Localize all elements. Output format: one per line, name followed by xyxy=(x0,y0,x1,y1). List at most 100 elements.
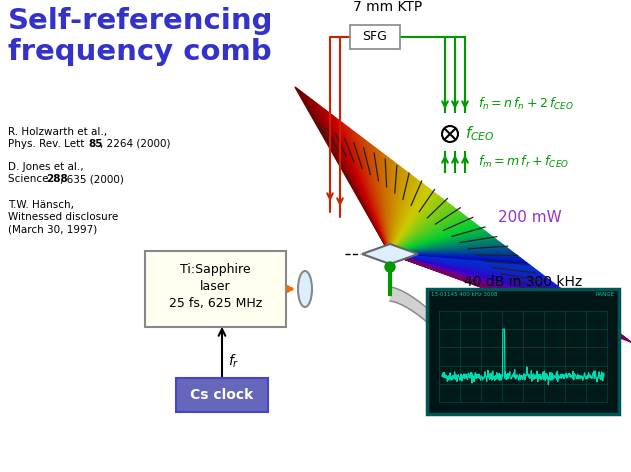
Polygon shape xyxy=(390,174,413,254)
Polygon shape xyxy=(390,254,520,258)
Polygon shape xyxy=(390,254,560,288)
Polygon shape xyxy=(390,254,604,321)
Polygon shape xyxy=(390,192,436,254)
Polygon shape xyxy=(312,100,390,254)
Polygon shape xyxy=(390,254,547,278)
Polygon shape xyxy=(390,254,567,294)
Polygon shape xyxy=(390,254,621,334)
Polygon shape xyxy=(390,222,476,254)
Polygon shape xyxy=(390,250,514,254)
Text: Witnessed disclosure: Witnessed disclosure xyxy=(8,212,118,222)
Polygon shape xyxy=(390,189,433,254)
Polygon shape xyxy=(390,254,584,306)
Polygon shape xyxy=(390,254,564,291)
Polygon shape xyxy=(390,245,507,254)
Polygon shape xyxy=(372,146,390,254)
Polygon shape xyxy=(390,254,570,296)
Polygon shape xyxy=(390,207,456,254)
Polygon shape xyxy=(390,254,624,337)
FancyBboxPatch shape xyxy=(439,311,607,402)
Text: 85: 85 xyxy=(88,139,102,149)
Polygon shape xyxy=(365,141,390,254)
Polygon shape xyxy=(352,130,390,254)
Polygon shape xyxy=(386,156,390,254)
Polygon shape xyxy=(390,204,453,254)
FancyBboxPatch shape xyxy=(427,289,619,414)
FancyBboxPatch shape xyxy=(145,251,286,327)
Text: $f_n = n\,f_n + 2\,f_{CEO}$: $f_n = n\,f_n + 2\,f_{CEO}$ xyxy=(478,96,574,112)
Polygon shape xyxy=(390,254,530,265)
Polygon shape xyxy=(390,254,557,286)
Text: SFG: SFG xyxy=(363,31,387,43)
Text: $f_r$: $f_r$ xyxy=(228,353,239,370)
Polygon shape xyxy=(390,254,598,317)
Polygon shape xyxy=(390,254,544,276)
Polygon shape xyxy=(355,133,390,254)
Text: Cs clock: Cs clock xyxy=(191,388,254,402)
Polygon shape xyxy=(390,186,430,254)
Text: 13-01145 400 kHz 3008: 13-01145 400 kHz 3008 xyxy=(431,292,497,297)
Polygon shape xyxy=(390,219,473,254)
Polygon shape xyxy=(379,151,390,254)
Polygon shape xyxy=(390,232,490,254)
Text: Science: Science xyxy=(8,174,52,184)
Polygon shape xyxy=(390,166,403,254)
Polygon shape xyxy=(369,143,390,254)
Polygon shape xyxy=(390,254,618,332)
Polygon shape xyxy=(339,120,390,254)
Polygon shape xyxy=(390,227,483,254)
Polygon shape xyxy=(390,194,439,254)
Polygon shape xyxy=(390,254,594,314)
Polygon shape xyxy=(390,254,524,261)
Polygon shape xyxy=(390,179,420,254)
FancyBboxPatch shape xyxy=(176,378,268,412)
Polygon shape xyxy=(390,254,591,312)
Polygon shape xyxy=(295,87,390,254)
Text: $f_{CEO}$: $f_{CEO}$ xyxy=(465,125,495,143)
Polygon shape xyxy=(390,217,469,254)
Polygon shape xyxy=(390,161,396,254)
Polygon shape xyxy=(390,214,466,254)
Polygon shape xyxy=(390,254,540,273)
Polygon shape xyxy=(390,169,406,254)
Polygon shape xyxy=(390,254,577,301)
Polygon shape xyxy=(390,163,399,254)
Polygon shape xyxy=(390,202,449,254)
Polygon shape xyxy=(332,115,390,254)
Polygon shape xyxy=(322,108,390,254)
Polygon shape xyxy=(390,199,446,254)
Polygon shape xyxy=(390,197,443,254)
Text: RANGE: RANGE xyxy=(596,292,615,297)
Polygon shape xyxy=(349,128,390,254)
Circle shape xyxy=(385,262,395,272)
Polygon shape xyxy=(382,153,390,254)
Polygon shape xyxy=(302,92,390,254)
Text: Phys. Rev. Lett: Phys. Rev. Lett xyxy=(8,139,88,149)
Polygon shape xyxy=(390,176,416,254)
Polygon shape xyxy=(390,210,459,254)
Polygon shape xyxy=(362,244,418,264)
Polygon shape xyxy=(298,90,390,254)
Polygon shape xyxy=(390,254,628,339)
Polygon shape xyxy=(345,125,390,254)
Polygon shape xyxy=(390,254,537,270)
FancyBboxPatch shape xyxy=(350,25,400,49)
Text: Ti:Sapphire
laser
25 fs, 625 MHz: Ti:Sapphire laser 25 fs, 625 MHz xyxy=(169,263,262,311)
Polygon shape xyxy=(390,237,497,254)
Polygon shape xyxy=(390,181,423,254)
Polygon shape xyxy=(390,253,517,255)
Text: , 2264 (2000): , 2264 (2000) xyxy=(100,139,170,149)
Polygon shape xyxy=(390,248,510,254)
Polygon shape xyxy=(305,95,390,254)
Text: $f_m = m\,f_r + f_{CEO}$: $f_m = m\,f_r + f_{CEO}$ xyxy=(478,154,569,170)
Polygon shape xyxy=(315,102,390,254)
Text: T.W. Hänsch,: T.W. Hänsch, xyxy=(8,200,74,210)
Polygon shape xyxy=(390,254,614,329)
Polygon shape xyxy=(390,184,426,254)
Polygon shape xyxy=(342,123,390,254)
Polygon shape xyxy=(390,254,550,281)
Text: D. Jones et al.,: D. Jones et al., xyxy=(8,162,84,172)
Polygon shape xyxy=(390,240,500,254)
Polygon shape xyxy=(390,254,574,299)
Text: (March 30, 1997): (March 30, 1997) xyxy=(8,224,97,234)
